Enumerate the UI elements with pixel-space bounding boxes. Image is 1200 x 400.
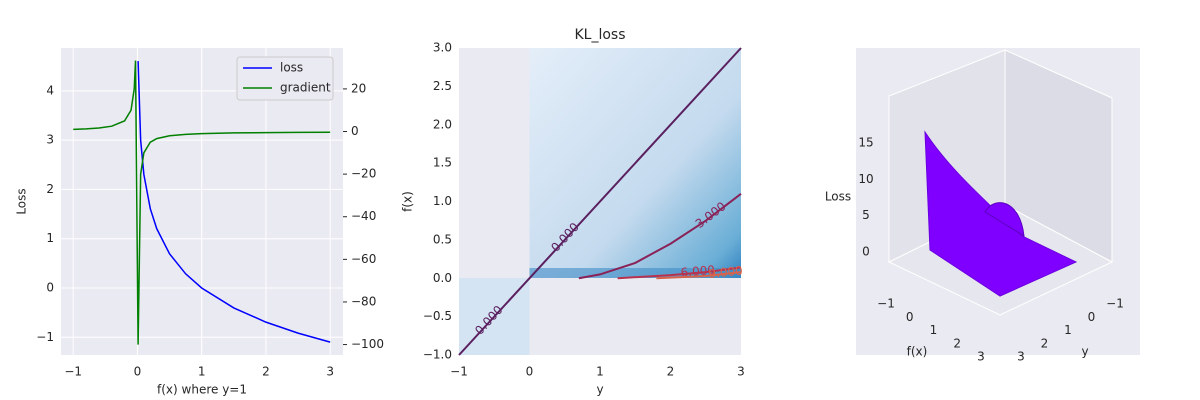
z-tick-label: 0 — [862, 245, 870, 259]
y-tick-label: 2 — [1041, 336, 1049, 350]
y-tick-label: 3 — [46, 133, 54, 147]
x-tick-label: 1 — [596, 365, 604, 379]
y-tick-label: 2.0 — [433, 117, 452, 131]
surface — [984, 202, 1025, 237]
x-axis-label: f(x) where y=1 — [157, 383, 247, 397]
y-tick-label: −0.5 — [423, 309, 452, 323]
y-axis-label: y — [1081, 345, 1088, 359]
surface — [924, 130, 1078, 297]
x-tick-label: 2 — [953, 336, 961, 350]
x-axis-label: f(x) — [907, 345, 928, 359]
x-tick-label: 2 — [667, 365, 675, 379]
z-axis-label: Loss — [825, 190, 851, 204]
y-axis-label: Loss — [15, 188, 29, 214]
series-line — [137, 61, 331, 343]
x-tick-label: 0 — [906, 310, 914, 324]
x-tick-label: 0 — [134, 365, 142, 379]
x-tick-label: −1 — [877, 297, 895, 311]
y-tick-label: 1 — [1064, 323, 1072, 337]
y-tick-label: 3 — [1017, 350, 1025, 364]
panel-line: −1 0 1 2 3 −1 0 1 2 3 4 −100 −80 −60 −40 −20 0 20 f(x) whe… — [15, 48, 384, 397]
y-tick-label: 0.0 — [433, 271, 452, 285]
legend-label: gradient — [280, 81, 331, 95]
y-tick-label: 3.0 — [433, 41, 452, 55]
y-tick-label: 2 — [46, 182, 54, 196]
y2-tick-label: −80 — [351, 294, 376, 308]
y-tick-label: 1.5 — [433, 156, 452, 170]
x-tick-label: 1 — [198, 365, 206, 379]
x-tick-label: 3 — [977, 350, 985, 364]
contour-line — [458, 47, 742, 356]
y2-tick-label: −100 — [351, 337, 384, 351]
x-tick-label: 0 — [526, 365, 534, 379]
x-tick-label: 1 — [930, 323, 938, 337]
y-tick-label: 0 — [46, 280, 54, 294]
y2-tick-label: 20 — [351, 81, 366, 95]
z-tick-label: 5 — [862, 208, 870, 222]
y-tick-label: 4 — [46, 83, 54, 97]
x-axis-label: y — [596, 383, 603, 397]
y-tick-label: −1 — [36, 330, 54, 344]
contour-label: 9.000 — [708, 263, 744, 281]
y-tick-label: 2.5 — [433, 79, 452, 93]
y-tick-label: 0.5 — [433, 232, 452, 246]
y-tick-label: 1.0 — [433, 194, 452, 208]
contour-line — [656, 271, 742, 280]
x-tick-label: 3 — [326, 365, 334, 379]
y2-tick-label: −40 — [351, 209, 376, 223]
x-tick-label: 3 — [737, 365, 745, 379]
y-tick-label: 0 — [1088, 310, 1096, 324]
heatmap — [529, 268, 741, 278]
y-axis-label: f(x) — [401, 191, 415, 212]
y2-tick-label: 0 — [351, 124, 359, 138]
x-tick-label: −1 — [450, 365, 468, 379]
series-line — [73, 60, 331, 345]
chart-title: KL_loss — [574, 27, 625, 43]
panel-surface: −1 0 1 2 3 −1 0 1 2 3 0 5 10 15 f(x) y Loss — [825, 136, 1124, 364]
x-tick-label: 2 — [262, 365, 270, 379]
contour-line — [617, 266, 742, 280]
x-tick-label: −1 — [64, 365, 82, 379]
legend-label: loss — [280, 61, 303, 75]
z-tick-label: 15 — [858, 136, 873, 150]
y2-tick-label: −20 — [351, 167, 376, 181]
z-tick-label: 10 — [858, 172, 873, 186]
y2-tick-label: −60 — [351, 252, 376, 266]
y-tick-label: −1.0 — [423, 348, 452, 362]
y-tick-label: −1 — [1106, 297, 1124, 311]
contour-line — [578, 193, 742, 280]
y-tick-label: 1 — [46, 231, 54, 245]
